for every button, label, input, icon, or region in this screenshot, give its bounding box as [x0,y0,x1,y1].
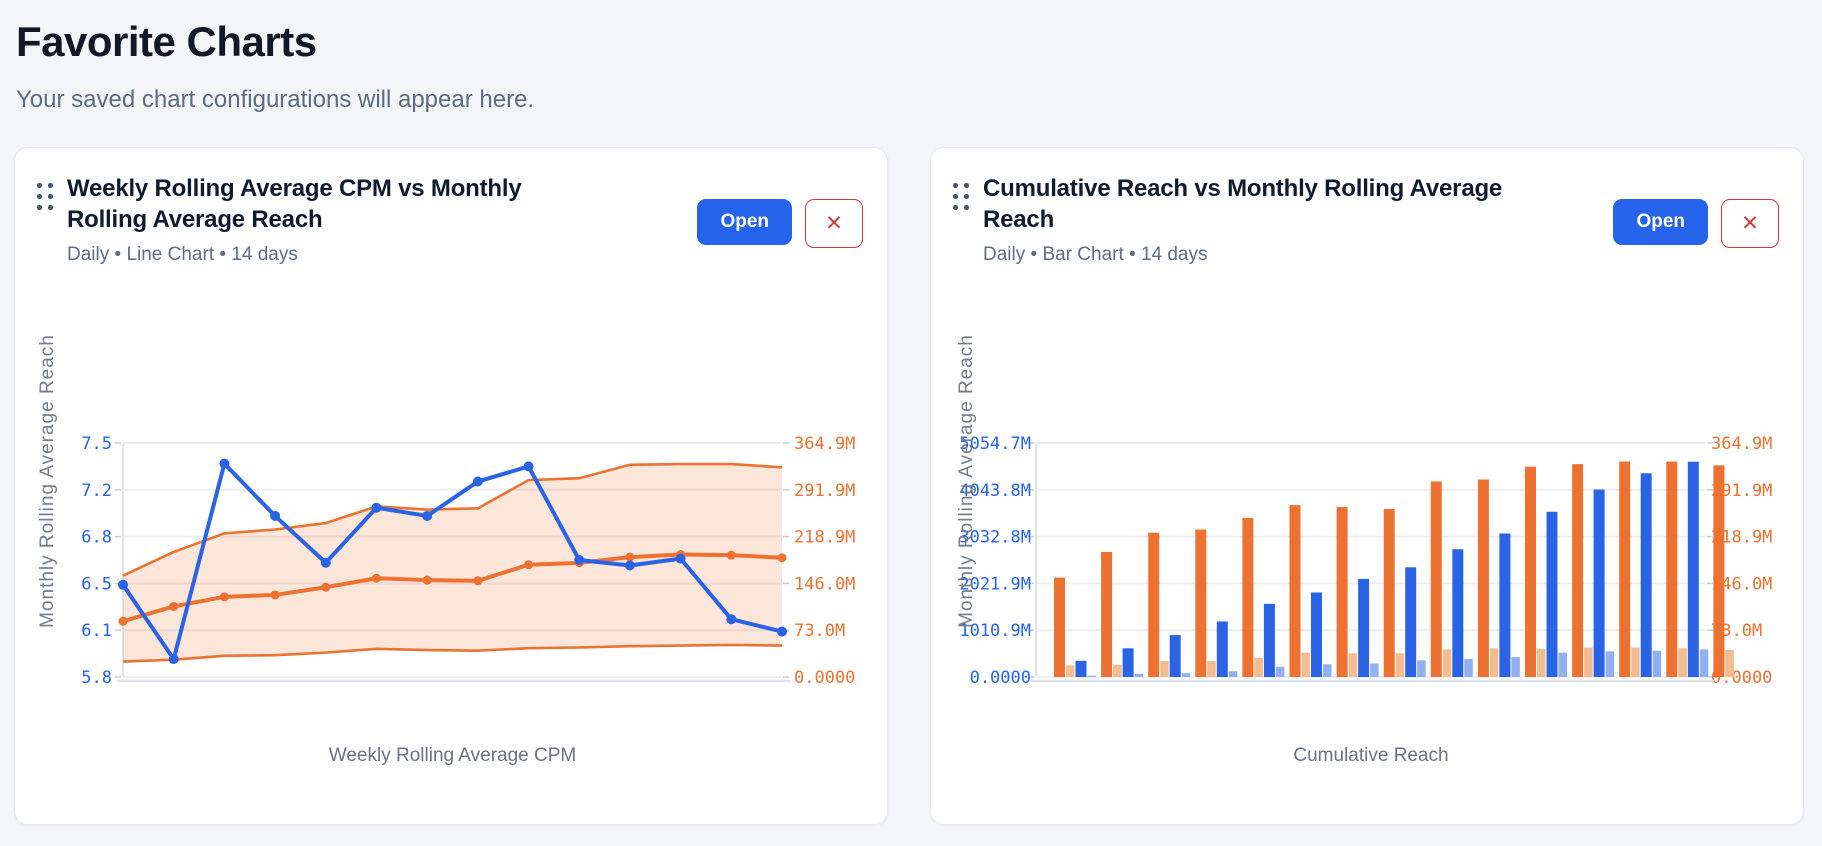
favorite-charts-grid: Weekly Rolling Average CPM vs Monthly Ro… [14,147,1808,825]
svg-text:3032.8M: 3032.8M [959,528,1031,548]
close-icon: ✕ [1741,212,1759,235]
svg-text:364.9M: 364.9M [794,434,855,454]
x-axis-title: Cumulative Reach [1293,745,1448,766]
card-header: Weekly Rolling Average CPM vs Monthly Ro… [15,148,887,266]
svg-text:5054.7M: 5054.7M [959,434,1031,454]
delete-button[interactable]: ✕ [805,199,863,248]
svg-text:6.8: 6.8 [81,528,112,548]
drag-handle-icon[interactable] [37,183,53,211]
page-title: Favorite Charts [16,18,317,65]
delete-button[interactable]: ✕ [1721,199,1779,248]
open-button[interactable]: Open [1613,199,1708,245]
y-axis-title: Monthly Rolling Average Reach [956,334,977,628]
y-axis-title: Monthly Rolling Average Reach [37,334,58,628]
favorite-chart-card-bar: Cumulative Reach vs Monthly Rolling Aver… [930,147,1804,825]
svg-text:218.9M: 218.9M [794,528,855,548]
svg-text:73.0M: 73.0M [794,621,845,641]
x-axis-title: Weekly Rolling Average CPM [329,745,576,766]
svg-text:7.2: 7.2 [81,481,112,501]
drag-handle-icon[interactable] [953,183,969,211]
svg-text:0.0000: 0.0000 [970,668,1031,688]
svg-text:6.1: 6.1 [81,621,112,641]
chart-card-meta: Daily • Line Chart • 14 days [67,244,298,266]
svg-text:146.0M: 146.0M [794,574,855,594]
cumulative-reach-bar-chart: 5054.7M 364.9M 4043.8M 291.9M 3032.8M 218.9M 2… [956,334,1772,766]
favorite-chart-card-line: Weekly Rolling Average CPM vs Monthly Ro… [14,147,888,825]
svg-text:0.0000: 0.0000 [794,668,855,688]
svg-text:218.9M: 218.9M [1711,528,1772,548]
svg-text:291.9M: 291.9M [1711,481,1772,501]
svg-text:7.5: 7.5 [81,434,112,454]
svg-text:4043.8M: 4043.8M [959,481,1031,501]
card-actions: Open ✕ [697,199,863,266]
card-header: Cumulative Reach vs Monthly Rolling Aver… [931,148,1803,266]
page-subtitle: Your saved chart configurations will app… [16,86,535,113]
svg-text:1010.9M: 1010.9M [959,621,1031,641]
svg-text:6.5: 6.5 [81,574,112,594]
bar-chart-preview: 5054.7M 364.9M 4043.8M 291.9M 3032.8M 218.9M 2… [931,298,1805,798]
close-icon: ✕ [825,212,843,235]
svg-text:2021.9M: 2021.9M [959,574,1031,594]
card-title-block: Weekly Rolling Average CPM vs Monthly Ro… [67,173,697,266]
svg-text:291.9M: 291.9M [794,481,855,501]
open-button[interactable]: Open [697,199,792,245]
svg-text:146.0M: 146.0M [1711,574,1772,594]
chart-card-title: Cumulative Reach vs Monthly Rolling Aver… [983,175,1503,234]
card-actions: Open ✕ [1613,199,1779,266]
svg-text:364.9M: 364.9M [1711,434,1772,454]
chart-card-meta: Daily • Bar Chart • 14 days [983,244,1208,266]
chart-card-title: Weekly Rolling Average CPM vs Monthly Ro… [67,175,522,234]
card-title-block: Cumulative Reach vs Monthly Rolling Aver… [983,173,1613,266]
line-chart-preview: 7.5 364.9M 7.2 291.9M 6.8 218.9M 6.5 146.0M 6.1 7… [15,298,889,798]
svg-text:5.8: 5.8 [81,668,112,688]
cpm-vs-reach-line-chart: 7.5 364.9M 7.2 291.9M 6.8 218.9M 6.5 146.0M 6.1 7… [37,334,855,766]
